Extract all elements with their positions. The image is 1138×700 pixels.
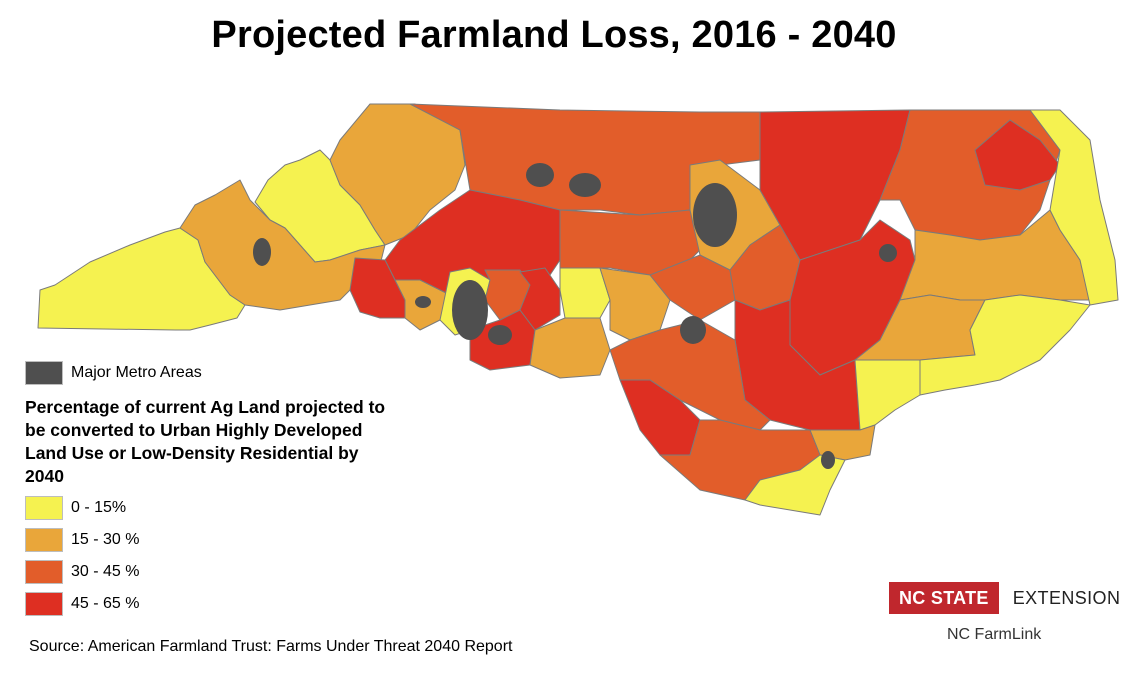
legend-item-label: 0 - 15%	[71, 499, 127, 516]
legend-item-label: 30 - 45 %	[71, 563, 140, 580]
legend-metro-row: Major Metro Areas	[25, 361, 202, 385]
map-title: Projected Farmland Loss, 2016 - 2040	[211, 14, 897, 56]
legend-item: 15 - 30 %	[25, 528, 139, 552]
metro-areas	[253, 163, 897, 469]
legend-swatch-orange	[25, 528, 63, 552]
legend-swatch-red	[25, 592, 63, 616]
legend-swatch-yellow	[25, 496, 63, 520]
brand-box: NC STATE	[889, 582, 999, 614]
legend-item: 45 - 65 %	[25, 592, 139, 616]
legend-item-label: 15 - 30 %	[71, 531, 140, 548]
legend-classes: 0 - 15% 15 - 30 % 30 - 45 % 45 - 65 %	[25, 496, 139, 624]
nc-state-extension-logo: NC STATE EXTENSION	[889, 582, 1120, 614]
source-note: Source: American Farmland Trust: Farms U…	[29, 638, 513, 655]
brand-extension: EXTENSION	[1012, 587, 1121, 608]
legend-item-label: 45 - 65 %	[71, 595, 140, 612]
metro-swatch	[25, 361, 63, 385]
legend-item: 30 - 45 %	[25, 560, 139, 584]
metro-label: Major Metro Areas	[71, 364, 202, 381]
legend-item: 0 - 15%	[25, 496, 139, 520]
legend-heading: Percentage of current Ag Land projected …	[25, 397, 386, 486]
brand-subtitle: NC FarmLink	[947, 626, 1042, 643]
legend-swatch-dark-orange	[25, 560, 63, 584]
